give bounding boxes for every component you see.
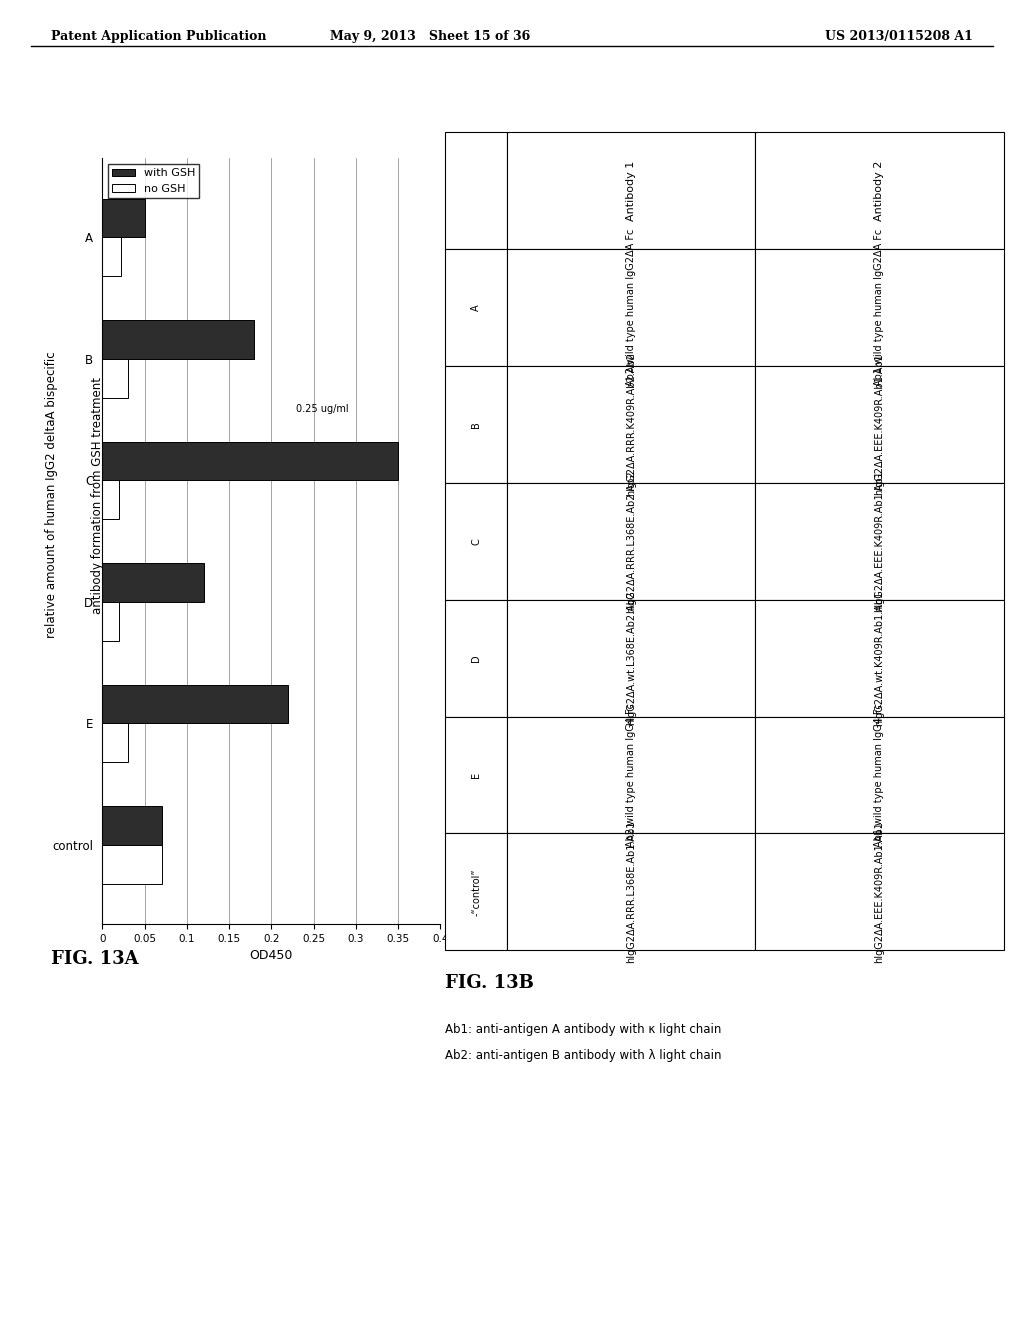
Bar [102, 319, 255, 359]
Bar [755, 833, 1004, 950]
Text: Patent Application Publication: Patent Application Publication [51, 30, 266, 44]
Text: Ab2.wild type human IgG2ΔA Fc: Ab2.wild type human IgG2ΔA Fc [626, 228, 636, 385]
Bar [102, 807, 162, 845]
Bar [102, 359, 128, 397]
Text: FIG. 13B: FIG. 13B [445, 974, 535, 993]
Text: May 9, 2013   Sheet 15 of 36: May 9, 2013 Sheet 15 of 36 [330, 30, 530, 44]
Text: Ab2.wild type human IgG4 Fc: Ab2.wild type human IgG4 Fc [626, 704, 636, 847]
Bar [102, 238, 121, 276]
Text: hIgG2ΔA.RRR.L368E.Ab2.Ab2: hIgG2ΔA.RRR.L368E.Ab2.Ab2 [626, 470, 636, 612]
Bar [755, 366, 1004, 483]
Bar [507, 483, 755, 599]
Text: -“control”: -“control” [471, 869, 481, 916]
Text: Ab1.wild type human IgG4 Fc: Ab1.wild type human IgG4 Fc [874, 704, 885, 847]
Bar [102, 685, 289, 723]
Bar [102, 442, 398, 480]
Bar [755, 717, 1004, 833]
Text: hIgG2ΔA.RRR.K409R.Ab2.Ab2: hIgG2ΔA.RRR.K409R.Ab2.Ab2 [626, 352, 636, 496]
Text: hIgG2ΔA.EEE.K409R.Ab1.Ab1: hIgG2ΔA.EEE.K409R.Ab1.Ab1 [874, 821, 885, 962]
Text: hIgG2ΔA.wt.L368E.Ab2.Ab2: hIgG2ΔA.wt.L368E.Ab2.Ab2 [626, 591, 636, 725]
Text: hIgG2ΔA.EEE.K409R.Ab1.Ab1: hIgG2ΔA.EEE.K409R.Ab1.Ab1 [874, 470, 885, 612]
Bar [507, 249, 755, 366]
Bar [445, 717, 507, 833]
Bar [445, 249, 507, 366]
Text: E: E [471, 772, 481, 777]
Bar [755, 483, 1004, 599]
Text: C: C [471, 537, 481, 545]
Text: Ab1.wild type human IgG2ΔA Fc: Ab1.wild type human IgG2ΔA Fc [874, 228, 885, 385]
Bar [102, 480, 119, 519]
Bar [102, 723, 128, 763]
Text: US 2013/0115208 A1: US 2013/0115208 A1 [825, 30, 973, 44]
Text: hIgG2ΔA.wt.K409R.Ab1.Ab1: hIgG2ΔA.wt.K409R.Ab1.Ab1 [874, 590, 885, 726]
Text: FIG. 13A: FIG. 13A [51, 950, 139, 969]
Bar [507, 833, 755, 950]
Legend: with GSH, no GSH: with GSH, no GSH [108, 164, 200, 198]
Bar [445, 833, 507, 950]
Text: antibody formation from GSH treatment: antibody formation from GSH treatment [91, 376, 103, 614]
Bar [507, 599, 755, 717]
Text: A: A [471, 304, 481, 310]
Bar [507, 132, 755, 249]
Bar [755, 132, 1004, 249]
Text: D: D [471, 655, 481, 661]
Text: B: B [471, 421, 481, 428]
Bar [102, 845, 162, 884]
X-axis label: OD450: OD450 [250, 949, 293, 962]
Text: Antibody 2: Antibody 2 [874, 160, 885, 220]
Text: Ab1: anti-antigen A antibody with κ light chain: Ab1: anti-antigen A antibody with κ ligh… [445, 1023, 722, 1036]
Bar [445, 483, 507, 599]
Text: 0.25 ug/ml: 0.25 ug/ml [296, 404, 348, 413]
Text: hIgG2ΔA.RRR.L368E.Ab1.Ab1: hIgG2ΔA.RRR.L368E.Ab1.Ab1 [626, 821, 636, 964]
Bar [102, 602, 119, 640]
Bar [445, 366, 507, 483]
Text: Ab2: anti-antigen B antibody with λ light chain: Ab2: anti-antigen B antibody with λ ligh… [445, 1049, 722, 1063]
Bar [102, 564, 204, 602]
Bar [507, 717, 755, 833]
Bar [445, 599, 507, 717]
Bar [102, 198, 144, 238]
Text: hIgG2ΔA.EEE.K409R.Ab1.Ab1: hIgG2ΔA.EEE.K409R.Ab1.Ab1 [874, 354, 885, 495]
Bar [507, 366, 755, 483]
Bar [755, 249, 1004, 366]
Bar [755, 599, 1004, 717]
Text: Antibody 1: Antibody 1 [626, 160, 636, 220]
Bar [445, 132, 507, 249]
Text: relative amount of human IgG2 deltaA bispecific: relative amount of human IgG2 deltaA bis… [45, 351, 57, 639]
